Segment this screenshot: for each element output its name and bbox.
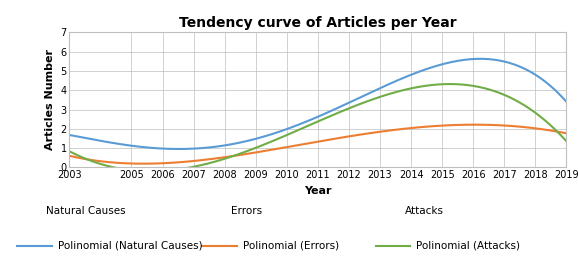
Title: Tendency curve of Articles per Year: Tendency curve of Articles per Year [179, 16, 457, 30]
Text: Polinomial (Attacks): Polinomial (Attacks) [416, 241, 520, 251]
Text: Natural Causes: Natural Causes [46, 205, 126, 216]
Text: Errors: Errors [231, 205, 262, 216]
Text: Polinomial (Errors): Polinomial (Errors) [243, 241, 339, 251]
Y-axis label: Articles Number: Articles Number [45, 49, 55, 150]
X-axis label: Year: Year [304, 186, 332, 196]
Text: Polinomial (Natural Causes): Polinomial (Natural Causes) [58, 241, 202, 251]
Text: Attacks: Attacks [405, 205, 443, 216]
